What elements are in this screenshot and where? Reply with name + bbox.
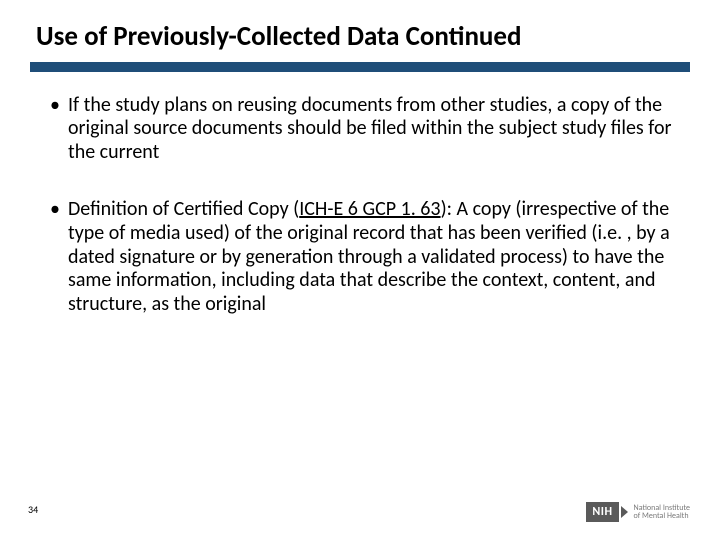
bullet-text-prefix: Definition of Certified Copy ( xyxy=(68,197,299,221)
slide-body: If the study plans on reusing documents … xyxy=(36,94,684,317)
nih-badge: NIH xyxy=(586,502,618,522)
chevron-right-icon xyxy=(621,506,628,518)
bullet-item: If the study plans on reusing documents … xyxy=(46,94,684,165)
bullet-item: Definition of Certified Copy (ICH-E 6 GC… xyxy=(46,198,684,316)
title-underline xyxy=(30,62,690,72)
page-number: 34 xyxy=(28,503,38,516)
slide-container: Use of Previously-Collected Data Continu… xyxy=(0,0,720,540)
footer-logo: NIH National Institute of Mental Health xyxy=(586,502,690,522)
nih-org-text: National Institute of Mental Health xyxy=(634,504,690,521)
slide-title: Use of Previously-Collected Data Continu… xyxy=(36,22,684,52)
nih-org-line2: of Mental Health xyxy=(634,512,690,520)
citation-link[interactable]: ICH-E 6 GCP 1. 63 xyxy=(299,197,440,221)
bullet-text-prefix: If the study plans on reusing documents … xyxy=(68,93,671,164)
bullet-list: If the study plans on reusing documents … xyxy=(46,94,684,317)
